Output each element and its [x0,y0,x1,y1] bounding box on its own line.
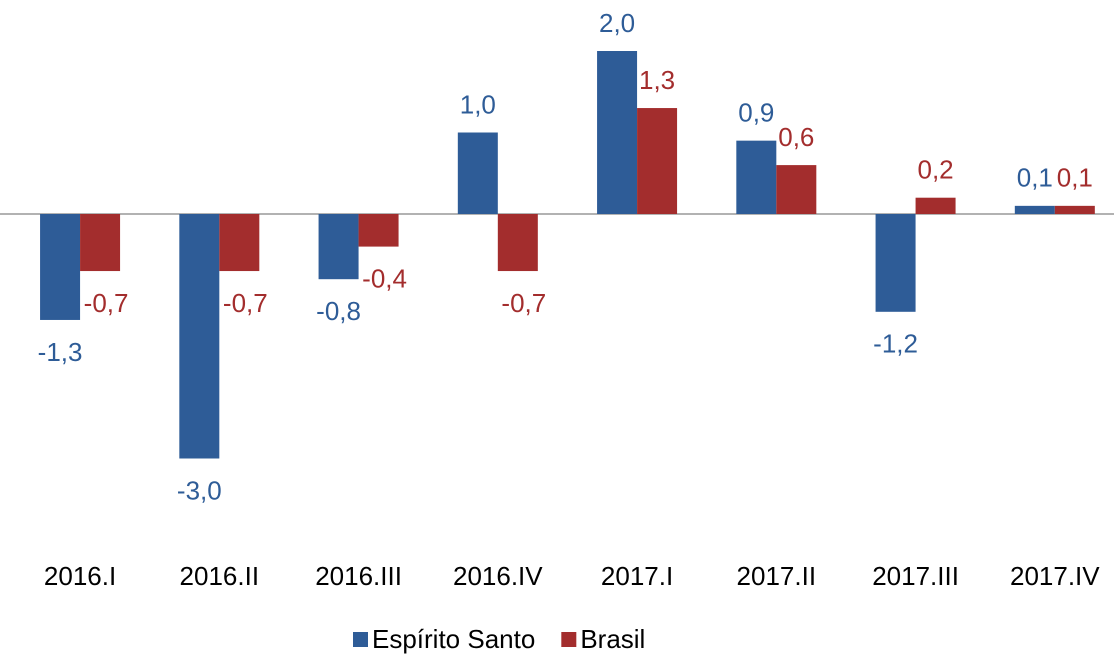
bar [736,140,777,214]
bar [597,51,638,214]
data-label: -0,7 [501,288,546,318]
bar [179,214,220,459]
data-label: -0,4 [362,263,407,293]
x-tick-label: 2016.III [315,561,402,591]
data-label: -0,7 [223,288,268,318]
x-tick-label: 2017.II [737,561,817,591]
bar [915,197,956,214]
legend-swatch [561,632,577,647]
bar [40,214,81,320]
x-tick-label: 2016.I [44,561,116,591]
data-label: -0,7 [84,288,129,318]
data-label: 1,3 [639,65,675,95]
bar [1014,205,1055,214]
bar [875,214,916,312]
data-label: 2,0 [599,8,635,38]
data-label: 0,1 [1017,163,1053,193]
bar [497,214,538,272]
legend-label: Brasil [580,624,645,654]
data-label: -1,3 [38,337,83,367]
data-label: -0,8 [316,296,361,326]
x-tick-label: 2016.IV [453,561,543,591]
x-tick-label: 2017.I [601,561,673,591]
data-label: 1,0 [460,89,496,119]
bar [219,214,260,272]
x-tick-label: 2016.II [180,561,260,591]
data-label: 0,6 [778,122,814,152]
bar [80,214,121,272]
data-label: 0,2 [917,155,953,185]
data-label: 0,9 [738,98,774,128]
bar [776,165,817,214]
data-label: 0,1 [1057,163,1093,193]
data-label: -3,0 [177,475,222,505]
legend-label: Espírito Santo [372,624,535,654]
bar [358,214,399,247]
bar [637,108,678,214]
bar [1054,205,1095,214]
x-tick-label: 2017.III [872,561,959,591]
bar [457,132,498,214]
data-label: -1,2 [873,329,918,359]
legend-swatch [353,632,368,647]
x-tick-label: 2017.IV [1010,561,1100,591]
bar [318,214,359,280]
